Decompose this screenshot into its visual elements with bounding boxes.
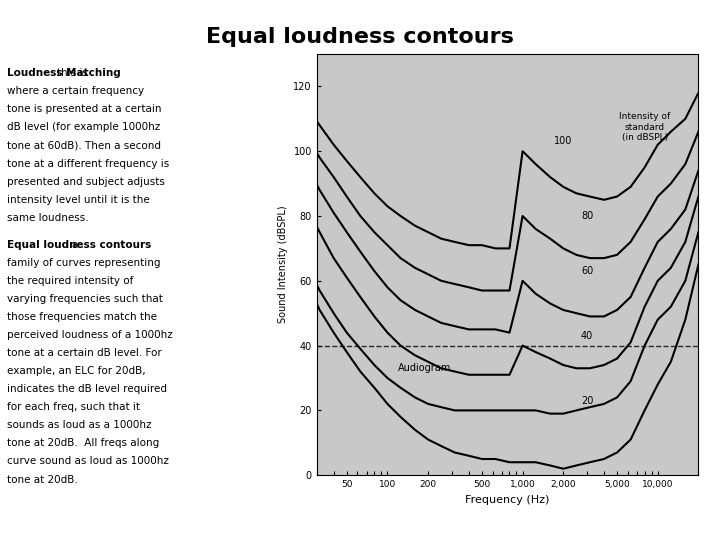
Text: 20: 20: [581, 396, 593, 406]
Text: example, an ELC for 20dB,: example, an ELC for 20dB,: [7, 366, 146, 376]
Text: 40: 40: [581, 331, 593, 341]
Text: where a certain frequency: where a certain frequency: [7, 86, 144, 96]
Text: tone is presented at a certain: tone is presented at a certain: [7, 104, 162, 114]
Text: Loudness Matching: Loudness Matching: [7, 68, 121, 78]
Text: varying frequencies such that: varying frequencies such that: [7, 294, 163, 304]
Text: perceived loudness of a 1000hz: perceived loudness of a 1000hz: [7, 330, 173, 340]
Text: : a: : a: [65, 240, 78, 250]
Text: Equal loudness contours: Equal loudness contours: [7, 240, 151, 250]
Text: those frequencies match the: those frequencies match the: [7, 312, 157, 322]
Text: indicates the dB level required: indicates the dB level required: [7, 384, 167, 394]
Text: tone at a different frequency is: tone at a different frequency is: [7, 159, 169, 168]
Y-axis label: Sound Intensity (dBSPL): Sound Intensity (dBSPL): [278, 206, 288, 323]
Text: the required intensity of: the required intensity of: [7, 276, 134, 286]
Text: 100: 100: [554, 137, 572, 146]
Text: intensity level until it is the: intensity level until it is the: [7, 194, 150, 205]
Text: : this is: : this is: [50, 68, 88, 78]
Text: sounds as loud as a 1000hz: sounds as loud as a 1000hz: [7, 420, 152, 430]
Text: 60: 60: [581, 266, 593, 276]
Text: Intensity of
standard
(in dBSPL): Intensity of standard (in dBSPL): [619, 112, 670, 142]
Text: presented and subject adjusts: presented and subject adjusts: [7, 177, 165, 187]
Text: tone at 20dB.  All freqs along: tone at 20dB. All freqs along: [7, 438, 159, 448]
X-axis label: Frequency (Hz): Frequency (Hz): [465, 495, 550, 504]
Text: dB level (for example 1000hz: dB level (for example 1000hz: [7, 123, 161, 132]
Text: tone at a certain dB level. For: tone at a certain dB level. For: [7, 348, 162, 358]
Text: 80: 80: [581, 211, 593, 221]
Text: family of curves representing: family of curves representing: [7, 258, 161, 268]
Text: Audiogram: Audiogram: [398, 363, 451, 373]
Text: for each freq, such that it: for each freq, such that it: [7, 402, 140, 413]
Text: same loudness.: same loudness.: [7, 213, 89, 222]
Text: tone at 20dB.: tone at 20dB.: [7, 475, 78, 484]
Text: tone at 60dB). Then a second: tone at 60dB). Then a second: [7, 140, 161, 151]
Text: Equal loudness contours: Equal loudness contours: [206, 27, 514, 47]
Text: curve sound as loud as 1000hz: curve sound as loud as 1000hz: [7, 456, 169, 467]
